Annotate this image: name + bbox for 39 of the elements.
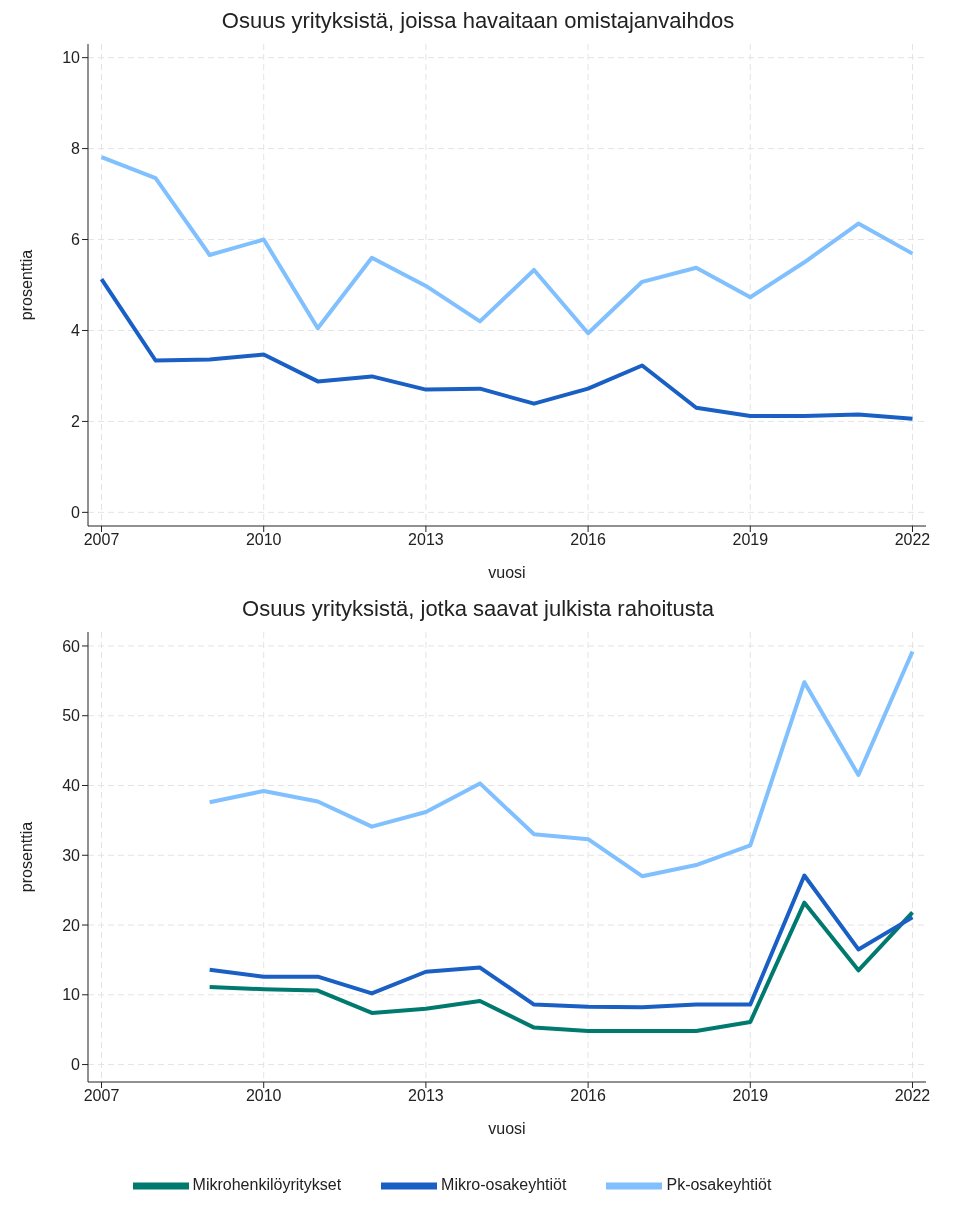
- x-tick-label: 2022: [894, 1087, 931, 1105]
- x-tick-label: 2016: [570, 531, 606, 549]
- y-axis-title: prosenttia: [17, 821, 35, 893]
- y-tick-label: 40: [62, 777, 81, 795]
- x-tick-label: 2013: [408, 531, 444, 549]
- x-tick-label: 2010: [245, 531, 282, 549]
- y-tick-label: 6: [71, 231, 81, 249]
- y-tick-label: 50: [62, 707, 81, 725]
- y-tick-label: 10: [62, 49, 81, 67]
- x-tick-label: 2013: [408, 1087, 444, 1105]
- x-tick-label: 2019: [732, 531, 769, 549]
- legend-label: Pk-osakeyhtiöt: [666, 1176, 772, 1194]
- x-tick-label: 2007: [83, 531, 120, 549]
- line-series: [207, 873, 915, 1010]
- y-tick-label: 10: [62, 986, 81, 1004]
- line-series: [207, 649, 915, 879]
- y-tick-label: 20: [62, 916, 81, 934]
- x-tick-label: 2019: [732, 1087, 769, 1105]
- line-series: [99, 155, 915, 336]
- x-tick-label: 2007: [83, 1087, 120, 1105]
- y-tick-label: 30: [62, 846, 81, 864]
- y-tick-label: 0: [71, 504, 81, 522]
- chart-title: Osuus yrityksistä, joissa havaitaan omistajanvaihdos: [220, 8, 736, 34]
- y-tick-label: 60: [62, 637, 81, 655]
- line-series: [207, 900, 915, 1034]
- y-tick-label: 8: [71, 140, 81, 158]
- x-axis-title: vuosi: [488, 1120, 526, 1137]
- y-tick-label: 2: [71, 413, 81, 431]
- x-tick-label: 2010: [245, 1087, 282, 1105]
- y-tick-label: 4: [71, 322, 81, 340]
- x-tick-label: 2016: [570, 1087, 606, 1105]
- x-tick-label: 2022: [894, 531, 931, 549]
- y-tick-label: 0: [71, 1056, 81, 1074]
- legend-label: Mikrohenkilöyritykset: [192, 1176, 342, 1194]
- x-axis-title: vuosi: [488, 564, 526, 581]
- line-series: [99, 277, 915, 421]
- legend-label: Mikro-osakeyhtiöt: [441, 1176, 567, 1194]
- y-axis-title: prosenttia: [17, 249, 35, 321]
- chart-title: Osuus yrityksistä, jotka saavat julkista rahoitusta: [241, 596, 715, 622]
